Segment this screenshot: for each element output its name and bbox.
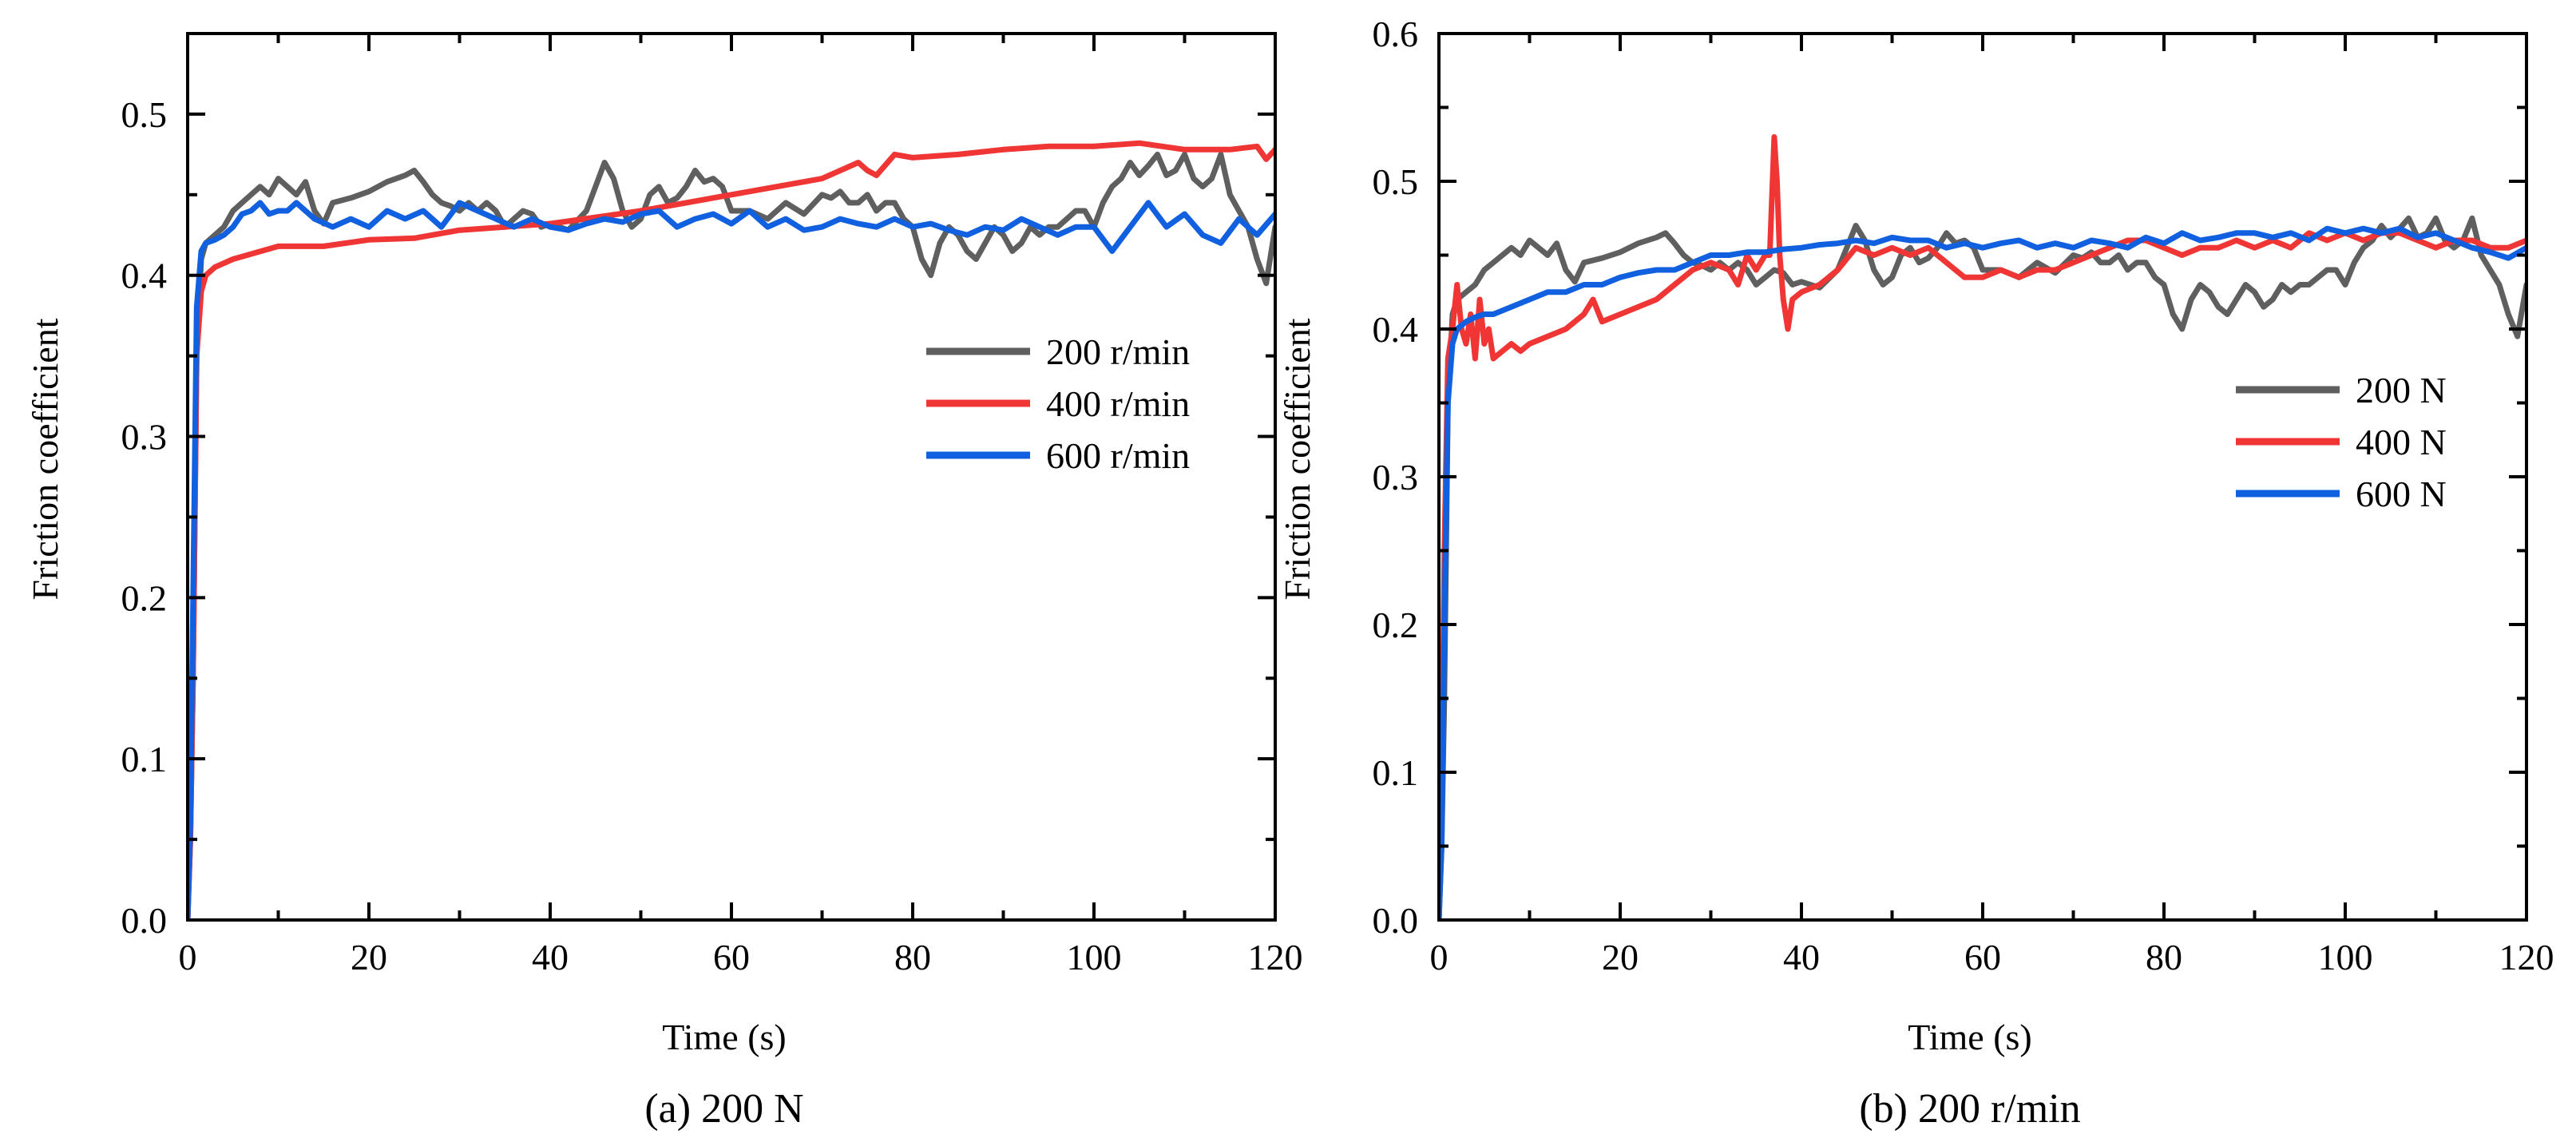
x-tick-label: 0 (1430, 937, 1449, 977)
series-line-600-n (1439, 225, 2526, 920)
plot-frame-a (186, 32, 1277, 922)
x-tick-label: 0 (179, 937, 197, 977)
x-tick-label: 120 (2499, 937, 2554, 977)
legend-label: 400 r/min (1046, 383, 1190, 424)
y-tick-label: 0.2 (121, 577, 168, 618)
series-line-600-r-min (188, 200, 1275, 920)
x-tick-label: 60 (1964, 937, 2001, 977)
legend-label: 400 N (2356, 422, 2447, 462)
x-tick-label: 60 (713, 937, 750, 977)
x-tick-label: 20 (351, 937, 387, 977)
x-tick-label: 100 (2318, 937, 2373, 977)
panel-a: (a) 200 N Time (s) Friction coefficient … (25, 32, 1303, 1132)
y-tick-label: 0.4 (121, 256, 168, 296)
legend-label: 200 r/min (1046, 331, 1190, 372)
y-tick-label: 0.3 (1373, 457, 1419, 498)
caption-b: (b) 200 r/min (1859, 1086, 2080, 1132)
series-line-400-n (1439, 134, 2526, 920)
legend-label: 600 N (2356, 474, 2447, 514)
y-tick-label: 0.2 (1373, 605, 1419, 645)
x-tick-label: 80 (894, 937, 931, 977)
y-tick-label: 0.3 (121, 417, 168, 458)
x-axis-label-a: Time (s) (662, 1017, 787, 1057)
y-tick-label: 0.0 (121, 900, 168, 941)
y-tick-label: 0.1 (121, 739, 168, 779)
legend-label: 200 N (2356, 370, 2447, 410)
legend-label: 600 r/min (1046, 435, 1190, 476)
series-line-400-r-min (188, 140, 1275, 920)
x-tick-label: 120 (1248, 937, 1303, 977)
x-tick-label: 40 (532, 937, 569, 977)
y-axis-label-a: Friction coefficient (25, 318, 65, 600)
x-axis-label-b: Time (s) (1908, 1017, 2032, 1057)
x-tick-label: 40 (1783, 937, 1820, 977)
y-tick-label: 0.5 (1373, 161, 1419, 202)
y-tick-label: 0.1 (1373, 752, 1419, 793)
y-tick-label: 0.4 (1373, 309, 1419, 350)
y-tick-label: 0.6 (1373, 14, 1419, 54)
panel-b: (b) 200 r/min Time (s) Friction coeffici… (1277, 14, 2554, 1132)
y-tick-label: 0.5 (121, 94, 168, 135)
caption-a: (a) 200 N (644, 1086, 803, 1132)
x-tick-label: 80 (2146, 937, 2182, 977)
y-tick-label: 0.0 (1373, 900, 1419, 941)
x-tick-label: 20 (1602, 937, 1639, 977)
series-line-200-r-min (188, 151, 1275, 920)
x-tick-label: 100 (1067, 937, 1122, 977)
y-axis-label-b: Friction coefficient (1277, 318, 1318, 600)
